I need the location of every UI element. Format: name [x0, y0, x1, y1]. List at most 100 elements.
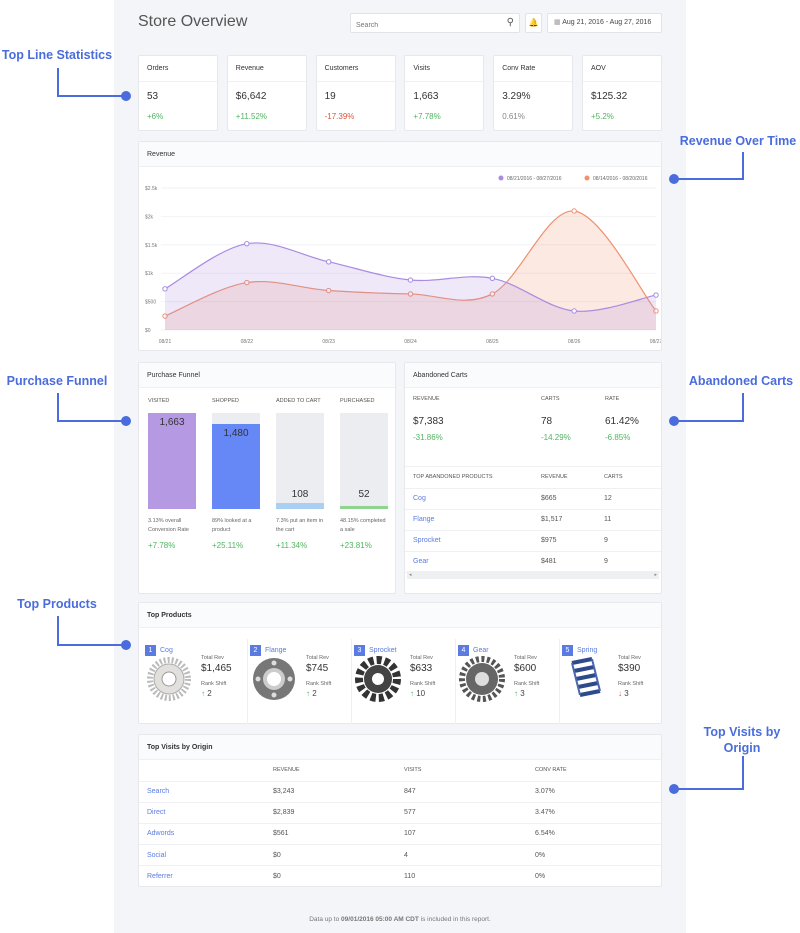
column-header: Revenue — [541, 474, 568, 481]
y-tick-label: $2k — [145, 214, 154, 220]
table-cell: 847 — [404, 788, 416, 796]
funnel-value: 1,480 — [223, 427, 249, 439]
rank-shift-label: Rank Shift — [514, 681, 540, 687]
legend-label: 08/21/2016 - 08/27/2016 — [507, 176, 562, 182]
footer-text: Data up to — [309, 916, 342, 923]
table-cell: 11 — [604, 516, 612, 523]
origin-link[interactable]: Referrer — [147, 873, 173, 881]
funnel-bar: 52 — [340, 413, 388, 509]
data-point[interactable] — [571, 308, 577, 314]
arrow-up-icon: ↑ — [410, 689, 417, 698]
table-row: Cog $665 12 — [405, 488, 661, 509]
funnel-value: 108 — [291, 489, 309, 500]
product-card-sprocket: 3 Sprocket Total Rev $633 Rank Shift ↑ 10 — [351, 639, 451, 724]
date-range-picker[interactable]: ▦ Aug 21, 2016 - Aug 27, 2016 — [547, 13, 662, 33]
column-header: Visits — [404, 767, 422, 774]
search-box[interactable]: ⚲ — [350, 13, 520, 35]
stat-value: 53 — [147, 91, 159, 102]
stat-label: AOV — [583, 56, 661, 82]
data-point[interactable] — [407, 277, 414, 283]
series-area-1 — [165, 210, 656, 330]
funnel-value: 1,663 — [159, 417, 185, 428]
product-link[interactable]: Sprocket — [369, 647, 397, 654]
metric-delta: -6.85% — [605, 433, 631, 442]
funnel-stage-label: Shopped — [212, 398, 239, 404]
product-info: Total Rev $745 Rank Shift ↑ 2 — [306, 655, 331, 698]
rank-badge: 1 — [145, 645, 156, 656]
series-area-0 — [165, 242, 656, 330]
funnel-stage-label: Added to Cart — [276, 398, 321, 404]
funnel-bar-fill — [212, 423, 260, 509]
data-point[interactable] — [489, 291, 496, 297]
y-tick-label: $2.5k — [145, 186, 158, 192]
table-cell: 9 — [604, 558, 608, 565]
stat-delta: -17.39% — [324, 112, 355, 121]
table-row: Adwords $561 107 6.54% — [139, 823, 661, 845]
product-link[interactable]: Spring — [577, 647, 598, 654]
data-point[interactable] — [571, 208, 577, 214]
origin-link[interactable]: Direct — [147, 809, 166, 817]
notifications-button[interactable]: 🔔 — [525, 13, 542, 33]
data-point[interactable] — [653, 308, 659, 314]
product-header: 5 Spring — [560, 639, 659, 657]
annotation-connector — [57, 393, 59, 422]
stat-delta: +5.2% — [591, 112, 614, 121]
table-row: Sprocket $975 9 — [405, 530, 661, 551]
funnel-stage: Added to Cart 108 7.3% put an item in the … — [276, 398, 324, 550]
data-point[interactable] — [325, 259, 332, 265]
total-rev-value: $633 — [410, 663, 433, 674]
data-point[interactable] — [244, 279, 250, 286]
origin-link[interactable]: Adwords — [147, 830, 175, 838]
origin-link[interactable]: Search — [147, 788, 170, 796]
metric-label: Revenue — [413, 396, 440, 402]
annotation-top-products: Top Products — [17, 597, 97, 611]
data-point[interactable] — [489, 275, 496, 282]
stat-value: 3.29% — [502, 91, 531, 102]
data-point[interactable] — [407, 291, 414, 297]
rank-badge: 3 — [354, 645, 365, 656]
horizontal-scrollbar[interactable]: ◂ ▸ — [407, 571, 659, 579]
data-point[interactable] — [244, 240, 250, 247]
product-info: Total Rev $600 Rank Shift ↑ 3 — [514, 655, 539, 698]
x-tick-label: 08/24 — [404, 339, 417, 345]
date-range-label: Aug 21, 2016 - Aug 27, 2016 — [562, 19, 652, 26]
search-input[interactable] — [351, 16, 491, 35]
product-link[interactable]: Gear — [413, 558, 429, 565]
product-link[interactable]: Flange — [265, 647, 287, 654]
search-icon[interactable]: ⚲ — [506, 17, 514, 28]
annotation-connector — [57, 616, 59, 646]
rank-badge: 4 — [458, 645, 469, 656]
funnel-bar-fill — [340, 506, 388, 509]
rank-shift-label: Rank Shift — [618, 681, 644, 687]
data-point[interactable] — [162, 313, 168, 319]
stat-card-aov: AOV $125.32 +5.2% — [582, 55, 662, 131]
funnel-delta: +11.34% — [276, 541, 308, 550]
annotation-connector — [57, 644, 125, 646]
x-tick-label: 08/25 — [486, 339, 499, 345]
product-link[interactable]: Flange — [413, 516, 435, 523]
product-link[interactable]: Sprocket — [413, 537, 441, 544]
funnel-stage-label: Purchased — [340, 398, 375, 404]
arrow-up-icon: ↑ — [201, 689, 208, 698]
annotation-revenue-over-time: Revenue Over Time — [679, 134, 797, 148]
stat-value: 1,663 — [413, 91, 439, 102]
funnel-stage: Visited 1,663 3.13% overall Conversion Rat… — [148, 398, 196, 550]
metric-value: 61.42% — [605, 416, 639, 427]
metric-delta: -31.86% — [413, 433, 443, 442]
product-link[interactable]: Cog — [160, 647, 173, 654]
legend-swatch — [584, 175, 590, 181]
data-point[interactable] — [325, 287, 332, 294]
product-link[interactable]: Cog — [413, 495, 426, 502]
rank-shift-label: Rank Shift — [410, 681, 436, 687]
product-link[interactable]: Gear — [473, 647, 489, 654]
footer-note: Data up to 09/01/2016 05:00 AM CDT is in… — [114, 916, 686, 923]
data-point[interactable] — [162, 286, 168, 292]
table-cell: $665 — [541, 495, 557, 502]
revenue-panel: Revenue $0 $500 $1k $1.5k $2k $2.5k 08/21 08/22… — [138, 141, 662, 351]
metric-label: Rate — [605, 396, 620, 402]
arrow-down-icon: ↓ — [618, 689, 625, 698]
origin-link[interactable]: Social — [147, 851, 167, 859]
table-header-row: Revenue Visits Conv Rate — [139, 760, 661, 781]
product-info: Total Rev $390 Rank Shift ↓ 3 — [618, 655, 643, 698]
data-point[interactable] — [653, 292, 659, 298]
